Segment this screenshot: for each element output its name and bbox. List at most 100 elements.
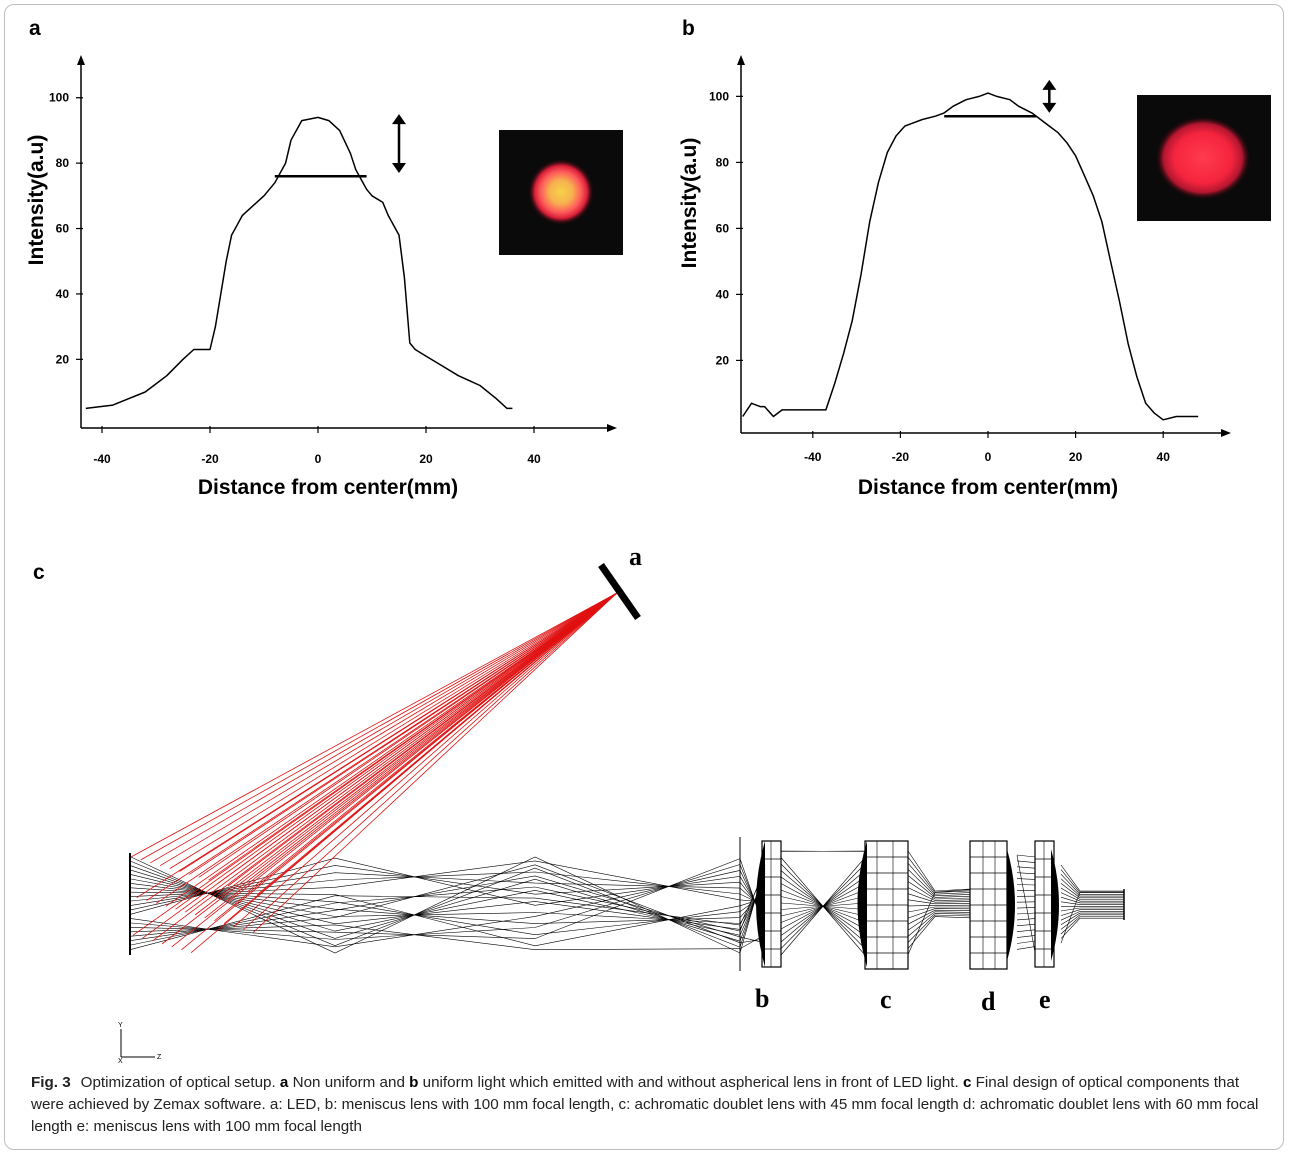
chart-a-y-tick-label: 100 xyxy=(49,91,69,105)
ray-path xyxy=(1060,892,1124,902)
ray-path xyxy=(1060,907,1124,912)
ray-path xyxy=(1016,884,1036,886)
led-ray xyxy=(194,592,618,916)
ray-path xyxy=(1060,869,1124,893)
led-ray xyxy=(175,592,618,910)
led-ray xyxy=(152,592,618,942)
chart-a-intensity-line xyxy=(85,116,513,410)
ray-path xyxy=(907,881,971,900)
chart-b-arrow-head-down xyxy=(1042,102,1057,113)
led-ray xyxy=(252,592,618,933)
chart-b-x-tick-label: 40 xyxy=(1157,450,1171,464)
ray-path xyxy=(1060,917,1124,939)
axis-x-glyph: X xyxy=(118,1058,123,1065)
ray-path xyxy=(907,916,971,949)
component-label-e: e xyxy=(1039,985,1051,1014)
ray-path xyxy=(1060,873,1124,895)
ray-path xyxy=(130,883,766,924)
chart-a-y-tick-label: 80 xyxy=(56,156,70,170)
panel-b-label: b xyxy=(682,17,695,40)
ray-path xyxy=(907,893,971,903)
led-ray xyxy=(132,592,618,936)
chart-a-x-axis-arrow xyxy=(607,424,617,432)
ray-path xyxy=(1016,940,1036,944)
chart-b-x-tick-label: -40 xyxy=(804,450,822,464)
chart-b-y-tick-label: 80 xyxy=(716,155,730,169)
chart-b-x-axis-title: Distance from center(mm) xyxy=(858,476,1118,499)
led-ray xyxy=(140,592,618,861)
caption-bold-c: c xyxy=(962,1074,972,1091)
chart-b-x-axis-arrow xyxy=(1221,429,1231,437)
caption-figure-label: Fig. 3 xyxy=(31,1074,71,1091)
ray-path xyxy=(130,924,766,951)
panel-a: a -40 -20 0 20 40 20 40 60 80 100 Distance from ce… xyxy=(25,17,623,499)
ray-path xyxy=(130,858,766,939)
caption-text-2: Non uniform and xyxy=(292,1074,405,1091)
ray-path xyxy=(780,850,866,852)
ray-path xyxy=(1016,872,1036,875)
chart-a-y-axis-title: Intensity(a.u) xyxy=(25,135,48,266)
ray-path xyxy=(907,911,971,931)
ray-path xyxy=(1016,923,1036,927)
chart-b-y-axis-arrow xyxy=(737,55,745,65)
light-pipe-entrance xyxy=(129,853,131,955)
ray-path xyxy=(130,869,766,936)
led-ray xyxy=(243,592,618,930)
chart-a-light-spot xyxy=(528,159,594,225)
caption-text-1: Optimization of optical setup. xyxy=(80,1074,276,1091)
chart-b-light-spot xyxy=(1155,116,1251,200)
led-ray xyxy=(171,592,618,948)
chart-a-inset xyxy=(499,130,623,255)
panel-c: c xyxy=(33,542,1125,1065)
ray-path xyxy=(907,913,971,937)
led-ray xyxy=(185,592,618,913)
chart-a-y-tick-label: 40 xyxy=(56,287,70,301)
ray-path xyxy=(1060,891,1124,944)
axis-z-glyph: Z xyxy=(157,1054,162,1061)
ray-path xyxy=(1060,896,1124,904)
ray-path xyxy=(130,871,766,907)
ray-path xyxy=(130,866,766,946)
ray-path xyxy=(1060,887,1124,900)
ray-path xyxy=(130,878,766,924)
ray-trace-paths xyxy=(130,850,1124,956)
ray-path xyxy=(1060,914,1124,930)
ray-path xyxy=(130,856,766,954)
ray-path xyxy=(1016,929,1036,932)
ray-path xyxy=(1060,911,1124,921)
ray-path xyxy=(1060,916,1124,935)
led-ray xyxy=(130,592,618,858)
lens-b-meniscus xyxy=(756,840,782,968)
ray-path xyxy=(1016,946,1036,950)
led-ray xyxy=(190,592,618,954)
ray-path xyxy=(1016,855,1036,953)
led-ray xyxy=(181,592,618,951)
ray-path xyxy=(907,899,971,905)
chart-b-y-tick-label: 100 xyxy=(709,89,729,103)
ray-path xyxy=(1016,860,1036,863)
ray-path xyxy=(130,865,766,942)
ray-path xyxy=(907,850,971,892)
chart-b-y-tick-label: 40 xyxy=(716,287,730,301)
ray-path xyxy=(907,904,971,907)
ray-path xyxy=(1016,854,1036,858)
lens-e-meniscus xyxy=(1034,840,1059,968)
ray-path xyxy=(1060,883,1124,899)
led-ray xyxy=(142,592,618,939)
figure-caption: Fig. 3 Optimization of optical setup. a N… xyxy=(31,1072,1271,1138)
chart-a-arrow-head-down xyxy=(392,162,406,173)
led-ray xyxy=(155,592,618,904)
ray-path xyxy=(1016,907,1036,909)
chart-b-arrow-head-up xyxy=(1042,79,1057,90)
led-red-rays xyxy=(130,592,618,954)
lens-c-achromatic-doublet xyxy=(857,840,909,970)
led-ray xyxy=(146,592,618,901)
ray-path xyxy=(130,891,766,947)
led-ray xyxy=(169,592,618,869)
panel-b: b -40 -20 0 20 40 20 40 60 80 100 Distance from ce… xyxy=(678,17,1271,499)
caption-text-3: uniform light which emitted with and wit… xyxy=(422,1074,959,1091)
ray-path xyxy=(907,909,971,925)
ray-path xyxy=(1060,912,1124,926)
chart-a-x-tick-label: 0 xyxy=(315,452,322,466)
chart-a-x-axis-title: Distance from center(mm) xyxy=(198,476,458,499)
